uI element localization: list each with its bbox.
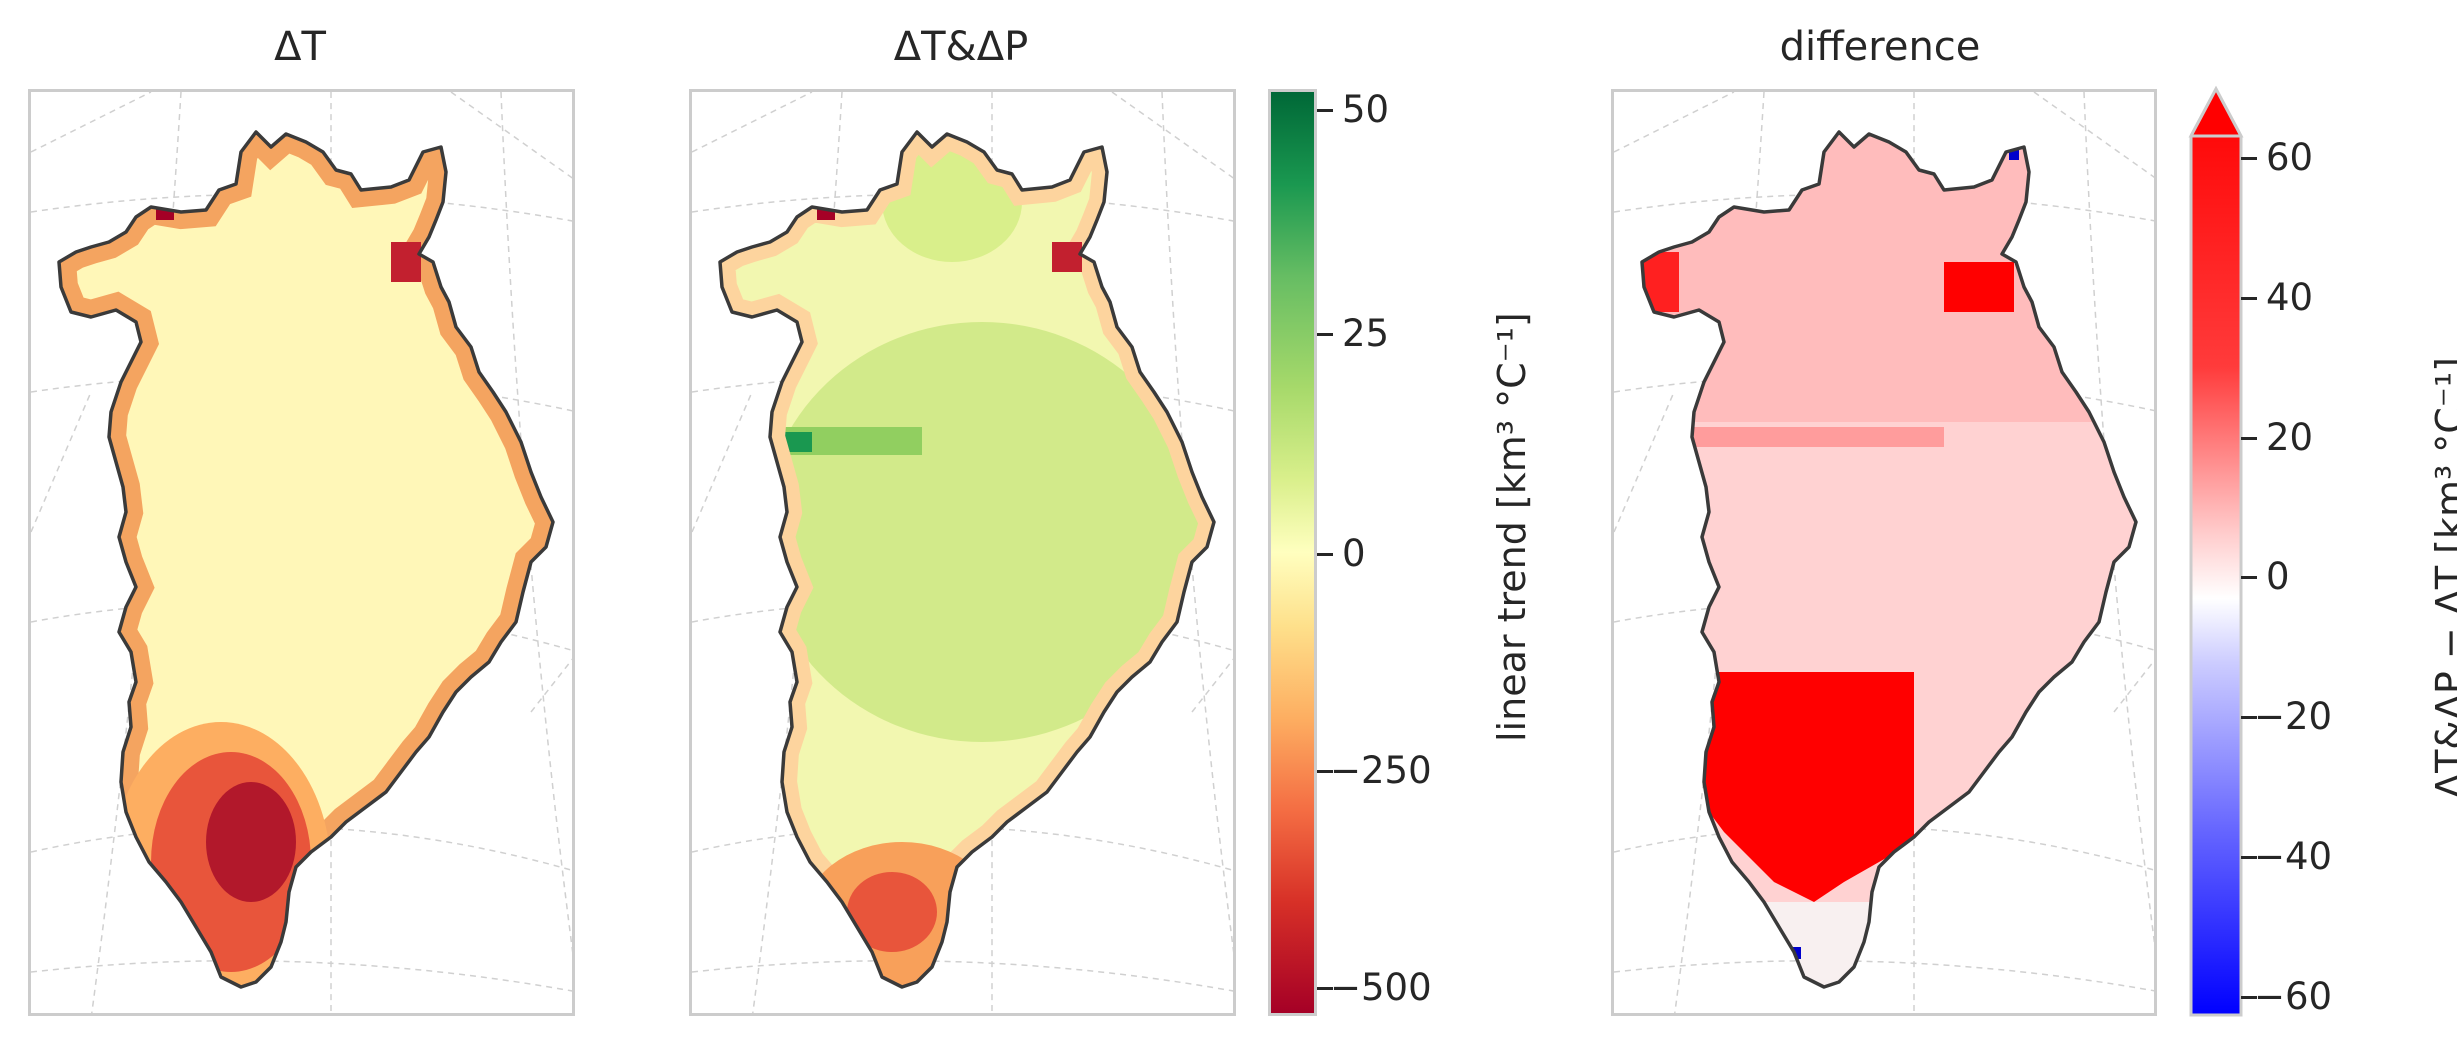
tick-label: 25 (1342, 312, 1390, 355)
graticule-line (530, 658, 572, 713)
graticule-line (1191, 658, 1233, 713)
coastline (718, 130, 1216, 989)
graticule-line (1111, 92, 1233, 179)
south-melt-core (847, 872, 937, 952)
panel-title-difference: difference (1779, 24, 1981, 70)
neg-pixel (2009, 150, 2019, 160)
map-dt-svg (31, 92, 572, 1013)
tick-label: 60 (2266, 136, 2314, 179)
graticule-line (692, 391, 753, 533)
colorbar-linear-trend (1268, 89, 1317, 1016)
map-panel-difference (1611, 89, 2157, 1016)
graticule-line (692, 92, 813, 153)
tick-label: 20 (2266, 416, 2314, 459)
graticule-line (31, 92, 152, 153)
ne-melt (391, 242, 421, 282)
south-neutral (1694, 902, 1954, 987)
tick-label: −20 (2254, 695, 2333, 738)
graticule-line (450, 92, 572, 179)
greenland-field (718, 130, 1216, 989)
colorbar-difference (2188, 85, 2244, 1017)
graticule-line (1614, 960, 2154, 992)
tick-label: −40 (2254, 835, 2333, 878)
graticule-line (2113, 659, 2154, 713)
tick-label: −250 (1330, 749, 1432, 792)
map-dt-dp-svg (692, 92, 1233, 1013)
graticule-line (31, 960, 572, 992)
west-band (1694, 427, 1944, 447)
ne-diff (1944, 262, 2014, 312)
map-panel-dt (28, 89, 575, 1016)
coastline (57, 130, 555, 989)
colorbar-2-label: ΔT&ΔP − ΔT [km³ °C⁻¹] (2428, 357, 2457, 799)
sw-melt-peak (206, 782, 296, 902)
tick-label: 40 (2266, 276, 2314, 319)
graticule-line (2033, 92, 2154, 178)
greenland-field (57, 130, 555, 989)
panel-title-dt-dp: ΔT&ΔP (893, 24, 1029, 70)
tick-label: 0 (2266, 555, 2290, 598)
greenland-field (1640, 130, 2138, 989)
tick-label: 50 (1342, 88, 1390, 131)
map-difference-svg (1614, 92, 2154, 1013)
tick-label: −60 (2254, 975, 2333, 1018)
graticule-line (1614, 92, 1735, 153)
field-base (59, 132, 553, 987)
coastline (1640, 130, 2138, 989)
ne-melt (1052, 242, 1082, 272)
graticule-line (1614, 391, 1675, 533)
panel-title-dt: ΔT (274, 24, 326, 70)
graticule-line (1614, 825, 2154, 871)
graticule-line (692, 825, 1233, 872)
graticule-line (692, 960, 1233, 992)
map-panel-dt-dp (689, 89, 1236, 1016)
colorbar-1-label: linear trend [km³ °C⁻¹] (1490, 312, 1534, 742)
tick-label: −500 (1330, 966, 1432, 1009)
tick-label: 0 (1342, 532, 1366, 575)
sw-diff-block (1694, 672, 1914, 902)
graticule-line (31, 825, 572, 872)
graticule-line (31, 391, 92, 533)
